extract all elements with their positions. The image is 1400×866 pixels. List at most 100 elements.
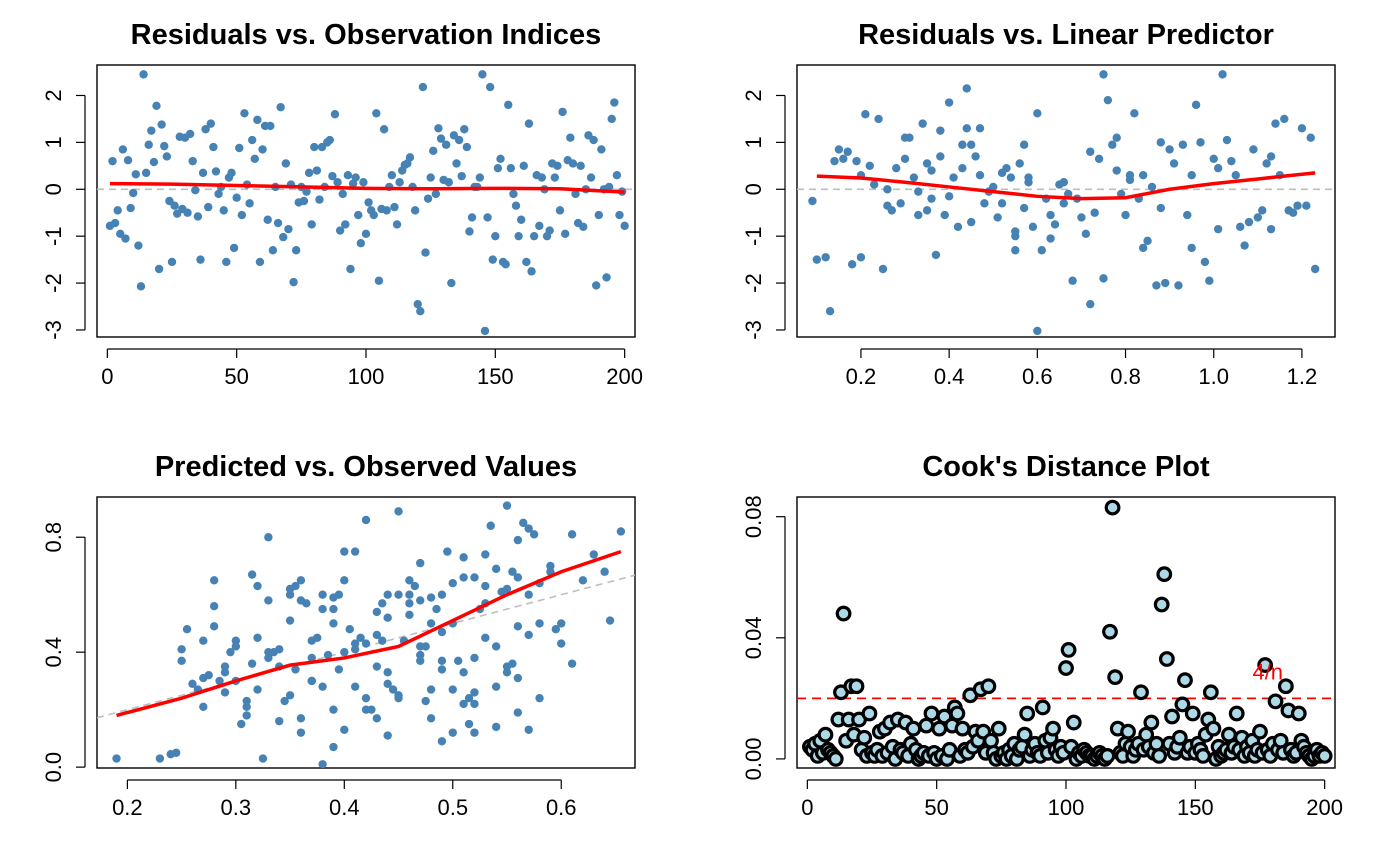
data-point bbox=[454, 135, 464, 145]
data-point bbox=[154, 264, 164, 274]
data-point bbox=[361, 639, 371, 648]
data-point bbox=[1249, 145, 1258, 154]
chart-panel-3: Predicted vs. Observed Values 0.2 0.3 0.4 0.… bbox=[41, 451, 636, 820]
data-point bbox=[199, 636, 208, 645]
x-tick-label: 0.4 bbox=[934, 364, 965, 389]
data-point bbox=[508, 659, 517, 668]
data-point bbox=[264, 533, 273, 542]
threshold-label: 4/n bbox=[1252, 659, 1283, 684]
data-point bbox=[1161, 278, 1170, 288]
data-point bbox=[343, 171, 353, 180]
data-point bbox=[1280, 114, 1289, 124]
data-point bbox=[121, 234, 130, 243]
data-point bbox=[276, 103, 285, 112]
data-point bbox=[152, 101, 161, 111]
data-point bbox=[459, 668, 468, 677]
data-point bbox=[177, 645, 186, 654]
data-point bbox=[434, 124, 443, 133]
data-point bbox=[437, 665, 447, 674]
data-point bbox=[1171, 729, 1188, 746]
y-tick-label: 0.04 bbox=[741, 616, 766, 659]
data-point bbox=[395, 178, 404, 187]
data-point bbox=[980, 678, 997, 695]
data-point bbox=[509, 189, 518, 199]
data-point bbox=[1019, 140, 1029, 149]
data-point bbox=[1277, 678, 1294, 695]
data-point bbox=[597, 145, 606, 154]
data-point bbox=[496, 154, 505, 163]
data-point bbox=[610, 98, 619, 107]
data-point bbox=[299, 196, 309, 206]
data-point bbox=[922, 206, 932, 215]
data-point bbox=[1046, 210, 1055, 220]
data-point bbox=[586, 173, 596, 182]
data-point bbox=[578, 576, 588, 585]
data-point bbox=[191, 186, 200, 195]
data-point bbox=[1121, 210, 1130, 220]
data-point bbox=[535, 619, 544, 628]
data-point bbox=[1196, 138, 1205, 147]
data-point bbox=[529, 530, 539, 539]
data-point bbox=[108, 156, 117, 166]
data-point bbox=[448, 728, 457, 737]
data-point bbox=[1081, 229, 1091, 239]
data-point bbox=[182, 624, 192, 634]
y-tick-label: -2 bbox=[41, 273, 66, 293]
data-point bbox=[997, 199, 1007, 208]
data-point bbox=[318, 760, 327, 768]
data-point bbox=[350, 547, 360, 556]
data-point bbox=[1015, 159, 1024, 168]
data-point bbox=[478, 70, 487, 79]
data-point bbox=[291, 246, 301, 255]
data-point bbox=[1266, 152, 1276, 161]
data-point bbox=[470, 573, 479, 582]
data-point bbox=[856, 729, 873, 746]
data-point bbox=[483, 213, 492, 222]
data-point bbox=[350, 682, 360, 691]
data-point bbox=[944, 98, 954, 107]
data-point bbox=[571, 189, 580, 199]
data-point bbox=[340, 547, 349, 556]
data-point bbox=[470, 688, 479, 697]
data-point bbox=[502, 501, 512, 510]
data-point bbox=[123, 156, 133, 165]
data-point bbox=[878, 264, 888, 274]
data-point bbox=[296, 728, 306, 737]
data-point bbox=[481, 633, 490, 643]
data-point bbox=[480, 326, 490, 336]
data-point bbox=[1205, 720, 1222, 737]
data-point bbox=[390, 202, 399, 212]
data-point bbox=[511, 201, 521, 210]
x-tick-label: 50 bbox=[924, 795, 948, 820]
data-point bbox=[426, 714, 436, 723]
data-point bbox=[980, 199, 989, 208]
chart-panel-4: Cook's Distance Plot 0 50 100 150 200 0.00 0.04… bbox=[741, 451, 1343, 820]
y-tick-label: 0 bbox=[741, 183, 766, 195]
data-point bbox=[346, 264, 355, 274]
data-point bbox=[423, 194, 433, 203]
data-point bbox=[315, 195, 324, 204]
data-point bbox=[1293, 201, 1302, 210]
data-point bbox=[1169, 159, 1179, 168]
data-point bbox=[502, 668, 512, 677]
data-point bbox=[958, 140, 967, 149]
data-point bbox=[388, 685, 398, 694]
data-point bbox=[222, 257, 231, 267]
data-point bbox=[557, 619, 566, 628]
data-point bbox=[369, 210, 378, 220]
data-point bbox=[812, 255, 822, 264]
data-point bbox=[1257, 657, 1274, 673]
data-point bbox=[275, 645, 284, 654]
x-tick-label: 0 bbox=[801, 795, 813, 820]
data-point bbox=[285, 616, 295, 625]
data-point bbox=[255, 257, 265, 267]
x-tick-label: 0.2 bbox=[112, 795, 143, 820]
data-point bbox=[1267, 693, 1284, 710]
data-point bbox=[568, 159, 578, 168]
data-point bbox=[506, 163, 516, 173]
y-tick-label: 0.08 bbox=[741, 495, 766, 538]
data-point bbox=[522, 257, 531, 267]
data-point bbox=[247, 659, 257, 668]
data-point bbox=[927, 194, 936, 203]
